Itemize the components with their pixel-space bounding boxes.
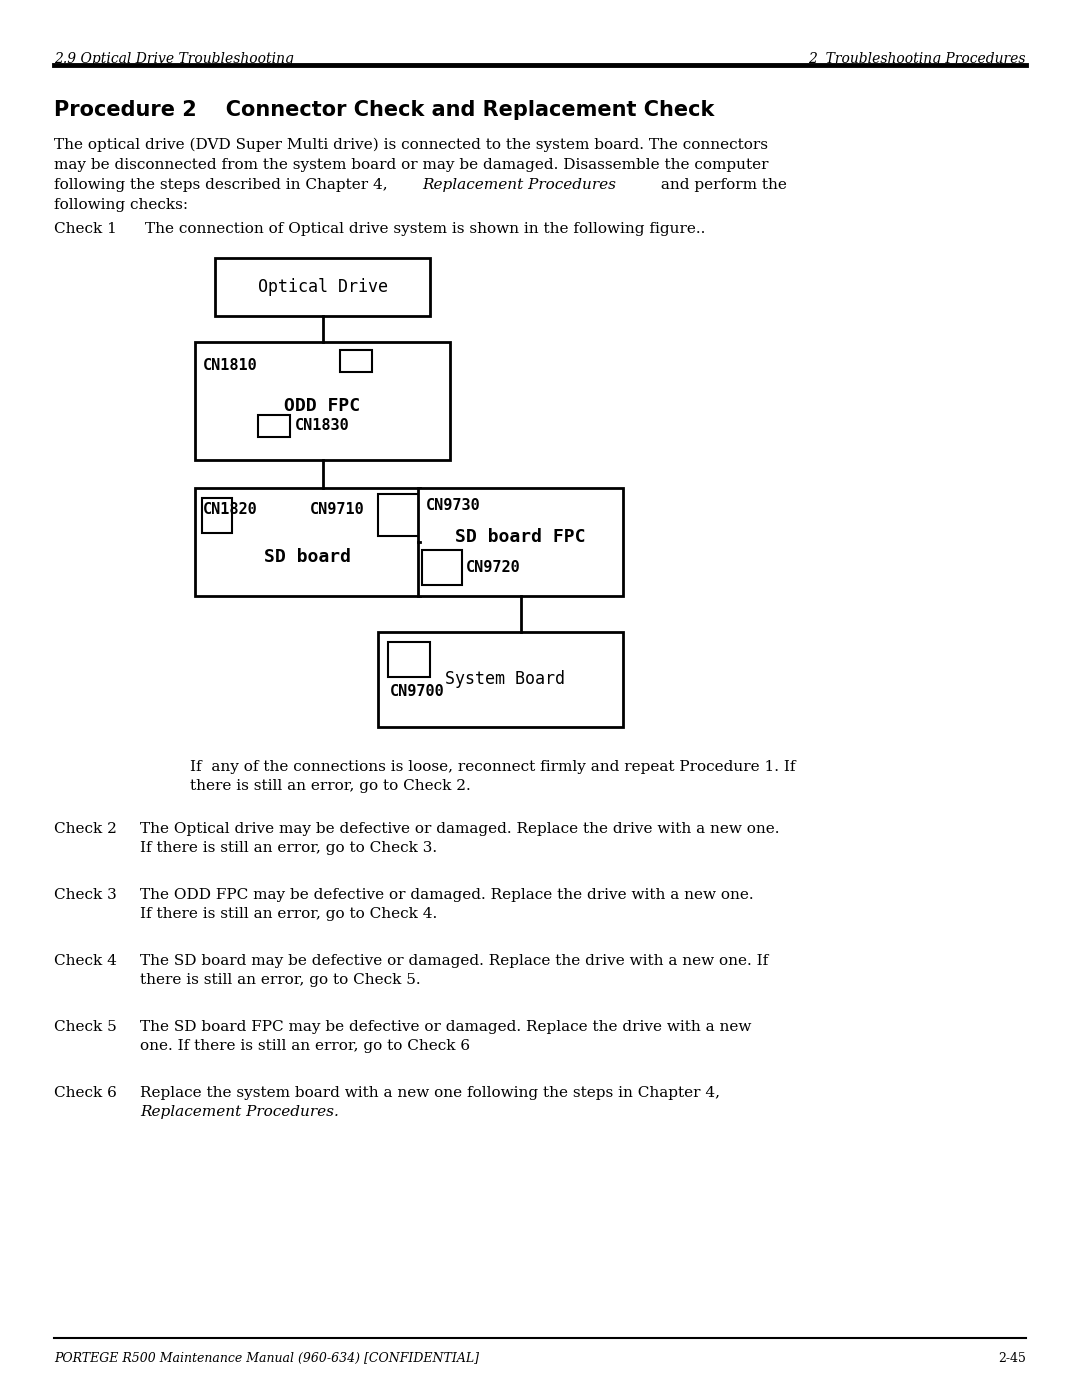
Text: Optical Drive: Optical Drive [257, 278, 388, 296]
Text: Replacement Procedures.: Replacement Procedures. [140, 1105, 339, 1119]
Bar [195, 488, 420, 597]
Text: CN1810: CN1810 [203, 359, 258, 373]
Text: CN1830: CN1830 [295, 419, 350, 433]
Text: there is still an error, go to Check 5.: there is still an error, go to Check 5. [140, 972, 420, 988]
Text: SD board: SD board [264, 548, 351, 566]
Text: Replace the system board with a new one following the steps in Chapter 4,: Replace the system board with a new one … [140, 1085, 720, 1099]
Text: CN1820: CN1820 [203, 503, 258, 517]
Text: Check 5: Check 5 [54, 1020, 117, 1034]
Text: The optical drive (DVD Super Multi drive) is connected to the system board. The : The optical drive (DVD Super Multi drive… [54, 138, 768, 152]
Bar [202, 497, 232, 534]
Text: If  any of the connections is loose, reconnect firmly and repeat Procedure 1. If: If any of the connections is loose, reco… [190, 760, 796, 774]
Text: CN9720: CN9720 [465, 560, 521, 576]
Text: Check 1: Check 1 [54, 222, 117, 236]
Text: The Optical drive may be defective or damaged. Replace the drive with a new one.: The Optical drive may be defective or da… [140, 821, 780, 835]
Text: Check 6: Check 6 [54, 1085, 117, 1099]
Text: CN9730: CN9730 [426, 499, 481, 514]
Bar [422, 550, 462, 585]
Text: one. If there is still an error, go to Check 6: one. If there is still an error, go to C… [140, 1039, 470, 1053]
Text: PORTEGE R500 Maintenance Manual (960-634) [CONFIDENTIAL]: PORTEGE R500 Maintenance Manual (960-634… [54, 1352, 480, 1365]
Text: 2-45: 2-45 [998, 1352, 1026, 1365]
Bar [378, 495, 420, 536]
Text: The SD board may be defective or damaged. Replace the drive with a new one. If: The SD board may be defective or damaged… [140, 954, 768, 968]
Text: may be disconnected from the system board or may be damaged. Disassemble the com: may be disconnected from the system boar… [54, 158, 769, 172]
Text: ODD FPC: ODD FPC [284, 397, 361, 415]
Text: Check 2: Check 2 [54, 821, 117, 835]
Text: there is still an error, go to Check 2.: there is still an error, go to Check 2. [190, 780, 471, 793]
Bar [215, 258, 430, 316]
Text: Check 4: Check 4 [54, 954, 117, 968]
Bar [340, 351, 372, 372]
Text: Check 3: Check 3 [54, 888, 117, 902]
Bar [258, 415, 291, 437]
Bar [418, 488, 623, 597]
Text: The ODD FPC may be defective or damaged. Replace the drive with a new one.: The ODD FPC may be defective or damaged.… [140, 888, 754, 902]
Text: following the steps described in Chapter 4,: following the steps described in Chapter… [54, 177, 392, 191]
Text: 2  Troubleshooting Procedures: 2 Troubleshooting Procedures [809, 52, 1026, 66]
Bar [195, 342, 450, 460]
Bar [378, 631, 623, 726]
Text: 2.9 Optical Drive Troubleshooting: 2.9 Optical Drive Troubleshooting [54, 52, 294, 66]
Text: The connection of Optical drive system is shown in the following figure..: The connection of Optical drive system i… [145, 222, 705, 236]
Text: and perform the: and perform the [656, 177, 787, 191]
Text: If there is still an error, go to Check 3.: If there is still an error, go to Check … [140, 841, 437, 855]
Text: following checks:: following checks: [54, 198, 188, 212]
Text: CN9700: CN9700 [390, 683, 445, 698]
Text: If there is still an error, go to Check 4.: If there is still an error, go to Check … [140, 907, 437, 921]
Text: Procedure 2    Connector Check and Replacement Check: Procedure 2 Connector Check and Replacem… [54, 101, 714, 120]
Text: CN9710: CN9710 [310, 503, 365, 517]
Text: SD board FPC: SD board FPC [456, 528, 585, 546]
Bar [388, 643, 430, 678]
Text: System Board: System Board [445, 671, 565, 689]
Text: The SD board FPC may be defective or damaged. Replace the drive with a new: The SD board FPC may be defective or dam… [140, 1020, 752, 1034]
Text: Replacement Procedures: Replacement Procedures [422, 177, 616, 191]
